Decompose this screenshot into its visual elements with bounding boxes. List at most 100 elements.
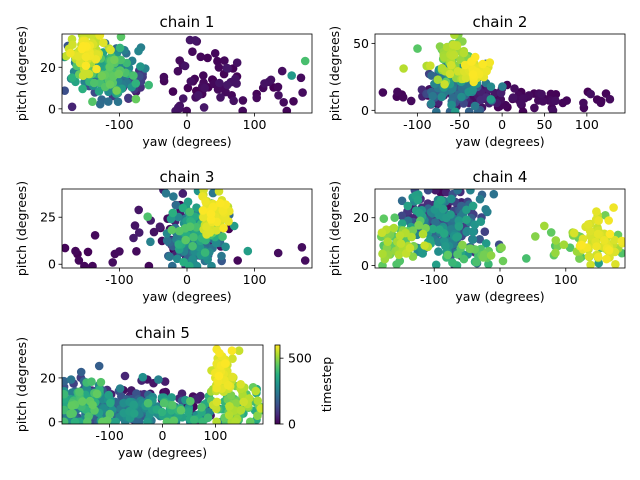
data-point bbox=[220, 56, 229, 65]
data-point bbox=[433, 75, 443, 84]
data-point bbox=[178, 189, 188, 198]
data-point bbox=[531, 232, 540, 241]
data-point bbox=[459, 254, 469, 264]
data-point bbox=[159, 398, 169, 408]
data-point bbox=[530, 103, 539, 113]
data-point bbox=[198, 206, 208, 215]
data-point bbox=[486, 251, 496, 260]
data-point bbox=[212, 417, 221, 424]
data-point bbox=[408, 252, 418, 261]
colorbar-frame bbox=[274, 344, 281, 425]
data-point bbox=[196, 52, 205, 62]
x-tick-label: 0 bbox=[183, 117, 191, 132]
data-point bbox=[168, 208, 178, 218]
data-point bbox=[405, 243, 415, 253]
data-point bbox=[99, 38, 108, 48]
data-point bbox=[403, 201, 413, 211]
data-point bbox=[238, 106, 247, 113]
data-point bbox=[604, 216, 613, 225]
data-point bbox=[143, 398, 153, 408]
data-point bbox=[464, 107, 474, 113]
data-point bbox=[78, 397, 87, 406]
data-point bbox=[206, 209, 216, 219]
data-point bbox=[106, 45, 115, 55]
data-point bbox=[420, 241, 429, 250]
data-point bbox=[83, 247, 93, 257]
panel-chain-3: -100 0 100 0 25 chain 3 yaw (degrees) pitch (de… bbox=[14, 168, 313, 304]
data-point bbox=[70, 417, 80, 424]
data-point bbox=[395, 256, 405, 266]
data-point bbox=[378, 249, 387, 259]
data-point bbox=[538, 97, 548, 106]
data-point bbox=[397, 196, 407, 206]
data-point bbox=[89, 78, 99, 88]
x-tick-label: -50 bbox=[450, 117, 470, 132]
x-tick-label: 0 bbox=[498, 117, 506, 132]
data-point bbox=[408, 226, 418, 235]
data-point bbox=[90, 231, 100, 240]
data-point bbox=[217, 251, 226, 261]
data-point bbox=[88, 97, 97, 106]
data-point bbox=[454, 222, 464, 231]
data-point bbox=[115, 384, 125, 393]
data-point bbox=[470, 101, 480, 111]
data-point bbox=[169, 192, 178, 201]
colorbar-tick-label: 500 bbox=[288, 351, 312, 366]
data-point bbox=[406, 96, 416, 106]
data-point bbox=[478, 59, 488, 69]
data-point bbox=[197, 403, 206, 412]
data-point bbox=[236, 405, 246, 415]
data-point bbox=[398, 93, 408, 102]
data-point bbox=[480, 227, 490, 236]
x-axis-label: yaw (degrees) bbox=[118, 445, 207, 460]
data-point bbox=[609, 203, 618, 212]
data-point bbox=[129, 71, 138, 80]
data-point bbox=[183, 197, 193, 207]
data-point bbox=[522, 254, 531, 263]
data-point bbox=[431, 218, 440, 227]
data-point bbox=[80, 261, 89, 268]
data-point bbox=[282, 106, 292, 113]
data-point bbox=[209, 202, 218, 211]
x-tick-label: -100 bbox=[105, 272, 133, 287]
data-point bbox=[397, 211, 407, 221]
data-point bbox=[452, 233, 461, 242]
data-point bbox=[186, 396, 195, 406]
x-tick-label: 0 bbox=[159, 428, 167, 443]
data-point bbox=[399, 64, 408, 73]
data-point bbox=[413, 44, 422, 53]
data-point bbox=[508, 93, 518, 102]
data-point bbox=[453, 67, 463, 76]
data-point bbox=[575, 254, 584, 263]
data-point bbox=[239, 397, 248, 407]
data-point bbox=[458, 240, 467, 250]
data-point bbox=[77, 44, 87, 54]
data-point bbox=[462, 227, 471, 237]
data-point bbox=[225, 402, 234, 411]
data-point bbox=[112, 86, 121, 95]
y-tick-label: 20 bbox=[40, 370, 56, 385]
x-tick-label: -100 bbox=[95, 428, 123, 443]
data-point bbox=[67, 401, 76, 411]
data-point bbox=[551, 96, 560, 106]
data-point bbox=[470, 52, 480, 62]
data-point bbox=[396, 239, 406, 248]
data-point bbox=[540, 221, 549, 231]
data-point bbox=[76, 367, 86, 377]
axes-frame bbox=[374, 33, 626, 114]
data-point bbox=[486, 95, 496, 104]
data-point bbox=[155, 222, 165, 231]
data-point bbox=[449, 50, 459, 60]
data-point bbox=[468, 85, 478, 95]
data-point bbox=[138, 372, 148, 382]
data-point bbox=[168, 400, 177, 410]
data-point bbox=[475, 194, 485, 204]
data-point bbox=[234, 346, 244, 356]
data-point bbox=[188, 254, 197, 264]
data-point bbox=[210, 49, 220, 58]
data-point bbox=[110, 55, 119, 65]
data-point bbox=[462, 215, 471, 224]
data-point bbox=[546, 228, 556, 237]
data-point bbox=[62, 389, 69, 399]
x-axis-label: yaw (degrees) bbox=[455, 289, 544, 304]
